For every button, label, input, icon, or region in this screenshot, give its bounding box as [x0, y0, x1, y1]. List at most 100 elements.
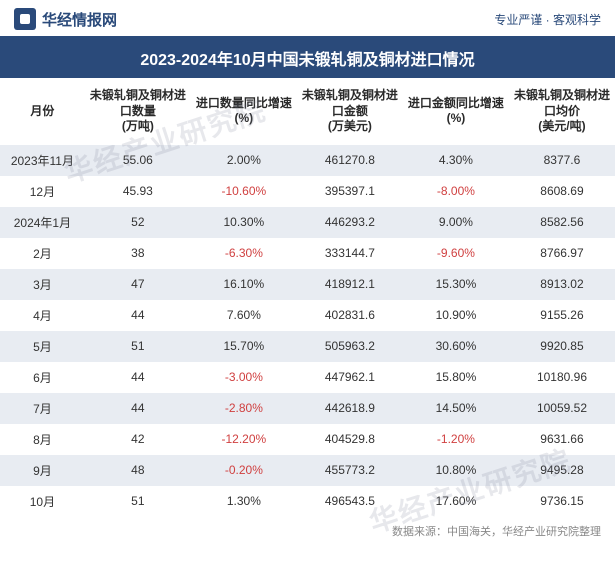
- column-header: 未锻轧铜及铜材进口金额(万美元): [297, 78, 403, 145]
- table-cell: -12.20%: [191, 424, 297, 455]
- table-cell: 9631.66: [509, 424, 615, 455]
- table-row: 3月4716.10%418912.115.30%8913.02: [0, 269, 615, 300]
- table-cell: 51: [85, 331, 191, 362]
- table-cell: 12月: [0, 176, 85, 207]
- table-header: 月份未锻轧铜及铜材进口数量(万吨)进口数量同比增速(%)未锻轧铜及铜材进口金额(…: [0, 78, 615, 145]
- table-cell: 48: [85, 455, 191, 486]
- table-cell: 418912.1: [297, 269, 403, 300]
- table-cell: 8766.97: [509, 238, 615, 269]
- table-cell: 10.90%: [403, 300, 509, 331]
- table-cell: 10.30%: [191, 207, 297, 238]
- table-cell: -8.00%: [403, 176, 509, 207]
- page-header: 华经情报网 专业严谨 · 客观科学: [0, 0, 615, 38]
- table-cell: -1.20%: [403, 424, 509, 455]
- table-cell: 2024年1月: [0, 207, 85, 238]
- column-header: 未锻轧铜及铜材进口均价(美元/吨): [509, 78, 615, 145]
- table-cell: 44: [85, 393, 191, 424]
- table-body: 2023年11月55.062.00%461270.84.30%8377.612月…: [0, 145, 615, 517]
- table-cell: 10.80%: [403, 455, 509, 486]
- table-cell: 10月: [0, 486, 85, 517]
- data-table: 月份未锻轧铜及铜材进口数量(万吨)进口数量同比增速(%)未锻轧铜及铜材进口金额(…: [0, 78, 615, 517]
- table-cell: 30.60%: [403, 331, 509, 362]
- table-cell: 42: [85, 424, 191, 455]
- table-cell: 461270.8: [297, 145, 403, 176]
- table-cell: 55.06: [85, 145, 191, 176]
- table-row: 2024年1月5210.30%446293.29.00%8582.56: [0, 207, 615, 238]
- table-cell: 16.10%: [191, 269, 297, 300]
- table-cell: 402831.6: [297, 300, 403, 331]
- table-row: 4月447.60%402831.610.90%9155.26: [0, 300, 615, 331]
- table-cell: 15.30%: [403, 269, 509, 300]
- table-row: 2月38-6.30%333144.7-9.60%8766.97: [0, 238, 615, 269]
- table-cell: 8913.02: [509, 269, 615, 300]
- table-cell: 8608.69: [509, 176, 615, 207]
- table-cell: 9月: [0, 455, 85, 486]
- table-cell: 14.50%: [403, 393, 509, 424]
- table-cell: 38: [85, 238, 191, 269]
- column-header: 进口数量同比增速(%): [191, 78, 297, 145]
- table-cell: 5月: [0, 331, 85, 362]
- table-cell: 2.00%: [191, 145, 297, 176]
- table-cell: 2023年11月: [0, 145, 85, 176]
- table-cell: -9.60%: [403, 238, 509, 269]
- table-row: 12月45.93-10.60%395397.1-8.00%8608.69: [0, 176, 615, 207]
- table-cell: 44: [85, 300, 191, 331]
- table-cell: 404529.8: [297, 424, 403, 455]
- table-row: 6月44-3.00%447962.115.80%10180.96: [0, 362, 615, 393]
- table-cell: -0.20%: [191, 455, 297, 486]
- table-row: 9月48-0.20%455773.210.80%9495.28: [0, 455, 615, 486]
- site-name: 华经情报网: [42, 9, 117, 30]
- table-cell: 8377.6: [509, 145, 615, 176]
- table-cell: 505963.2: [297, 331, 403, 362]
- table-cell: 395397.1: [297, 176, 403, 207]
- table-cell: 17.60%: [403, 486, 509, 517]
- table-cell: 6月: [0, 362, 85, 393]
- logo-icon: [14, 8, 36, 30]
- table-cell: 10059.52: [509, 393, 615, 424]
- table-cell: 9495.28: [509, 455, 615, 486]
- table-cell: -10.60%: [191, 176, 297, 207]
- table-cell: 15.80%: [403, 362, 509, 393]
- table-cell: 1.30%: [191, 486, 297, 517]
- table-cell: -6.30%: [191, 238, 297, 269]
- column-header: 进口金额同比增速(%): [403, 78, 509, 145]
- data-source-note: 数据来源：中国海关，华经产业研究院整理: [0, 517, 615, 539]
- table-cell: 9.00%: [403, 207, 509, 238]
- table-cell: 9920.85: [509, 331, 615, 362]
- logo-area: 华经情报网: [14, 8, 117, 30]
- table-cell: -3.00%: [191, 362, 297, 393]
- table-cell: 447962.1: [297, 362, 403, 393]
- column-header: 未锻轧铜及铜材进口数量(万吨): [85, 78, 191, 145]
- table-cell: 10180.96: [509, 362, 615, 393]
- table-cell: 47: [85, 269, 191, 300]
- chart-title: 2023-2024年10月中国未锻轧铜及铜材进口情况: [0, 38, 615, 78]
- table-cell: 3月: [0, 269, 85, 300]
- table-row: 7月44-2.80%442618.914.50%10059.52: [0, 393, 615, 424]
- table-row: 2023年11月55.062.00%461270.84.30%8377.6: [0, 145, 615, 176]
- data-table-container: 月份未锻轧铜及铜材进口数量(万吨)进口数量同比增速(%)未锻轧铜及铜材进口金额(…: [0, 78, 615, 517]
- table-cell: 8月: [0, 424, 85, 455]
- table-row: 10月511.30%496543.517.60%9736.15: [0, 486, 615, 517]
- table-cell: 442618.9: [297, 393, 403, 424]
- table-cell: 44: [85, 362, 191, 393]
- table-cell: 45.93: [85, 176, 191, 207]
- tagline: 专业严谨 · 客观科学: [494, 11, 601, 28]
- table-cell: 455773.2: [297, 455, 403, 486]
- table-cell: 52: [85, 207, 191, 238]
- table-cell: 2月: [0, 238, 85, 269]
- table-row: 5月5115.70%505963.230.60%9920.85: [0, 331, 615, 362]
- table-cell: -2.80%: [191, 393, 297, 424]
- table-cell: 15.70%: [191, 331, 297, 362]
- table-cell: 4.30%: [403, 145, 509, 176]
- table-row: 8月42-12.20%404529.8-1.20%9631.66: [0, 424, 615, 455]
- table-cell: 51: [85, 486, 191, 517]
- table-cell: 7月: [0, 393, 85, 424]
- table-cell: 4月: [0, 300, 85, 331]
- table-cell: 9155.26: [509, 300, 615, 331]
- table-cell: 446293.2: [297, 207, 403, 238]
- table-cell: 8582.56: [509, 207, 615, 238]
- table-cell: 7.60%: [191, 300, 297, 331]
- table-cell: 496543.5: [297, 486, 403, 517]
- table-cell: 9736.15: [509, 486, 615, 517]
- column-header: 月份: [0, 78, 85, 145]
